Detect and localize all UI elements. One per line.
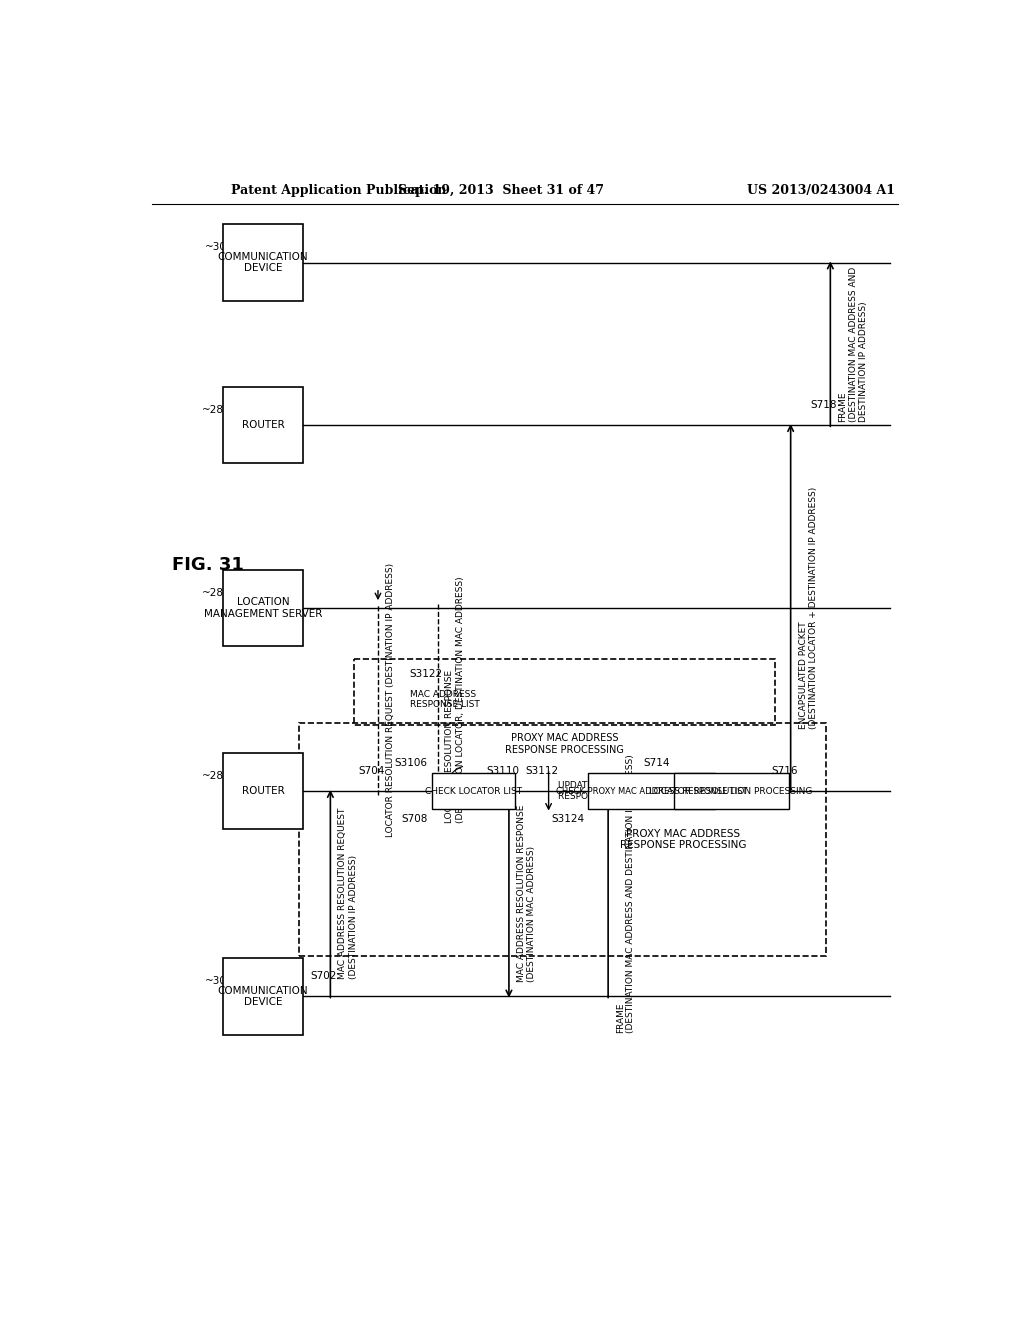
Text: S3122: S3122 xyxy=(410,669,442,680)
Text: CHECK LOCATOR LIST: CHECK LOCATOR LIST xyxy=(425,787,522,796)
Text: ENCAPSULATED PACKET
(DESTINATION LOCATOR + DESTINATION IP ADDRESS): ENCAPSULATED PACKET (DESTINATION LOCATOR… xyxy=(799,487,818,729)
FancyBboxPatch shape xyxy=(223,570,303,647)
Text: S3110: S3110 xyxy=(486,766,519,776)
Text: COMMUNICATION
DEVICE: COMMUNICATION DEVICE xyxy=(217,252,308,273)
Text: S708: S708 xyxy=(401,814,428,824)
Text: S3112: S3112 xyxy=(525,766,559,776)
Text: COMMUNICATION
DEVICE: COMMUNICATION DEVICE xyxy=(217,986,308,1007)
Text: CHECK PROXY MAC ADDRESS RESPONSE LIST: CHECK PROXY MAC ADDRESS RESPONSE LIST xyxy=(556,787,748,796)
Text: MAC ADDRESS
RESPONSE LIST: MAC ADDRESS RESPONSE LIST xyxy=(410,690,479,709)
Text: ~304: ~304 xyxy=(205,977,233,986)
Text: FRAME
(DESTINATION MAC ADDRESS AND DESTINATION IP ADDRESS): FRAME (DESTINATION MAC ADDRESS AND DESTI… xyxy=(616,755,636,1034)
FancyBboxPatch shape xyxy=(223,387,303,463)
FancyBboxPatch shape xyxy=(223,224,303,301)
Text: LOCATOR RESOLUTION PROCESSING: LOCATOR RESOLUTION PROCESSING xyxy=(649,787,813,796)
FancyBboxPatch shape xyxy=(223,958,303,1035)
Text: FRAME
(DESTINATION MAC ADDRESS AND
DESTINATION IP ADDRESS): FRAME (DESTINATION MAC ADDRESS AND DESTI… xyxy=(839,267,868,421)
FancyBboxPatch shape xyxy=(674,774,788,809)
Text: PROXY MAC ADDRESS
RESPONSE PROCESSING: PROXY MAC ADDRESS RESPONSE PROCESSING xyxy=(505,733,624,755)
Text: MAC ADDRESS RESOLUTION RESPONSE
(DESTINATION MAC ADDRESS): MAC ADDRESS RESOLUTION RESPONSE (DESTINA… xyxy=(517,805,537,982)
Text: ~2822: ~2822 xyxy=(202,587,237,598)
Text: S718: S718 xyxy=(811,400,838,411)
Text: S716: S716 xyxy=(771,766,798,776)
Text: MAC ADDRESS RESOLUTION REQUEST
(DESTINATION IP ADDRESS): MAC ADDRESS RESOLUTION REQUEST (DESTINAT… xyxy=(338,808,357,979)
Text: S3124: S3124 xyxy=(551,814,585,824)
FancyBboxPatch shape xyxy=(588,774,716,809)
Text: ROUTER: ROUTER xyxy=(242,420,285,430)
Text: S3106: S3106 xyxy=(394,758,428,768)
FancyBboxPatch shape xyxy=(223,752,303,829)
Text: ROUTER: ROUTER xyxy=(242,787,285,796)
Text: ~2814: ~2814 xyxy=(202,405,237,414)
Text: FIG. 31: FIG. 31 xyxy=(172,556,244,574)
Text: UPDATE PROXY MAC ADDRESS
RESPONSE LIST: UPDATE PROXY MAC ADDRESS RESPONSE LIST xyxy=(558,781,694,801)
Text: ~306: ~306 xyxy=(205,243,233,252)
Text: PROXY MAC ADDRESS
RESPONSE PROCESSING: PROXY MAC ADDRESS RESPONSE PROCESSING xyxy=(621,829,746,850)
Text: US 2013/0243004 A1: US 2013/0243004 A1 xyxy=(748,185,895,198)
Text: Patent Application Publication: Patent Application Publication xyxy=(231,185,446,198)
FancyBboxPatch shape xyxy=(431,774,515,809)
Text: S702: S702 xyxy=(311,972,337,981)
Text: LOCATION
MANAGEMENT SERVER: LOCATION MANAGEMENT SERVER xyxy=(204,598,323,619)
Text: S714: S714 xyxy=(643,758,670,768)
Text: LOCATOR RESOLUTION REQUEST (DESTINATION IP ADDRESS): LOCATOR RESOLUTION REQUEST (DESTINATION … xyxy=(386,562,395,837)
Text: ~2812: ~2812 xyxy=(202,771,237,781)
Text: Sep. 19, 2013  Sheet 31 of 47: Sep. 19, 2013 Sheet 31 of 47 xyxy=(398,185,604,198)
Text: S704: S704 xyxy=(358,766,385,776)
Text: LOCATOR RESOLUTION RESPONSE
(DESTINATION LOCATOR, DESTINATION MAC ADDRESS): LOCATOR RESOLUTION RESPONSE (DESTINATION… xyxy=(445,577,465,822)
